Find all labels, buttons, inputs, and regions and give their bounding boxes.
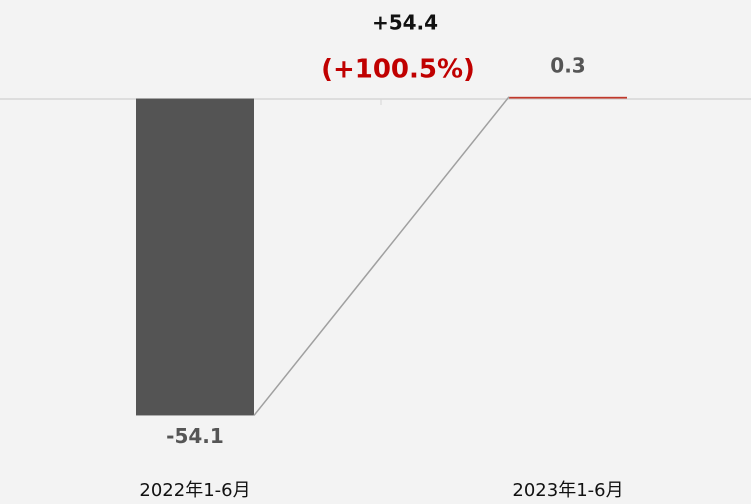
- x-tick-label: 2023年1-6月: [512, 480, 623, 501]
- change-label: +54.4: [372, 11, 438, 35]
- x-tick-label: 2022年1-6月: [139, 480, 250, 501]
- value-label: -54.1: [166, 424, 224, 448]
- connector: [253, 96, 510, 416]
- value-label: 0.3: [550, 53, 585, 77]
- bar: [509, 96, 627, 99]
- change-percent: (+100.5%): [321, 55, 475, 85]
- bar: [136, 98, 254, 416]
